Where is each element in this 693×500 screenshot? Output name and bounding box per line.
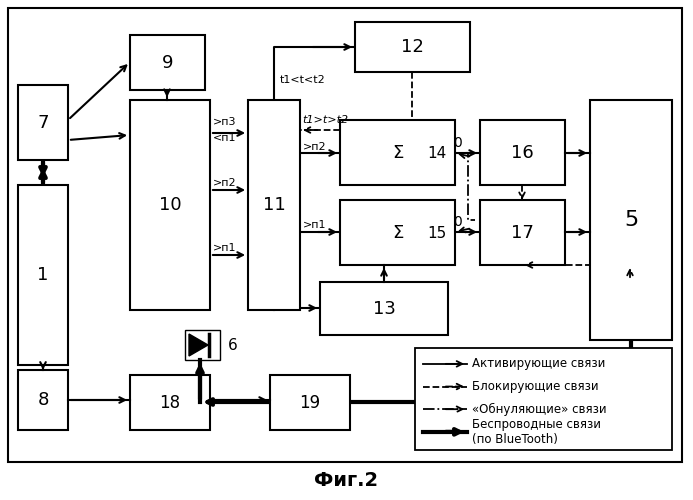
Text: 6: 6	[228, 338, 238, 352]
Bar	[480, 200, 565, 265]
Text: 18: 18	[159, 394, 181, 411]
Text: Σ: Σ	[392, 144, 403, 162]
Text: 16: 16	[511, 144, 534, 162]
Text: 13: 13	[373, 300, 396, 318]
Text: 0: 0	[454, 136, 462, 150]
Bar	[415, 348, 672, 450]
Text: >п3: >п3	[213, 117, 236, 127]
Bar	[590, 100, 672, 340]
Text: >п2: >п2	[213, 178, 236, 188]
Bar	[340, 200, 455, 265]
Text: «Обнуляющие» связи: «Обнуляющие» связи	[472, 402, 606, 415]
Text: 7: 7	[37, 114, 49, 132]
Bar	[130, 100, 210, 310]
Bar	[18, 370, 68, 430]
Bar	[355, 22, 470, 72]
Bar	[248, 100, 300, 310]
Text: >п1: >п1	[303, 220, 326, 230]
Text: >п1: >п1	[213, 243, 236, 253]
Text: Активирующие связи: Активирующие связи	[472, 358, 606, 370]
Text: 14: 14	[428, 146, 446, 160]
Text: t1>t>t2: t1>t>t2	[302, 115, 348, 125]
Text: t1<t<t2: t1<t<t2	[280, 75, 326, 85]
Text: >п2: >п2	[303, 142, 326, 152]
Text: Беспроводные связи
(по BlueTooth): Беспроводные связи (по BlueTooth)	[472, 418, 601, 446]
Bar	[18, 85, 68, 160]
Text: Фиг.2: Фиг.2	[314, 470, 378, 490]
Text: 5: 5	[624, 210, 638, 230]
Text: 10: 10	[159, 196, 182, 214]
Text: Блокирующие связи: Блокирующие связи	[472, 380, 599, 393]
Bar	[270, 375, 350, 430]
Polygon shape	[189, 334, 208, 356]
Text: 12: 12	[401, 38, 424, 56]
Text: 17: 17	[511, 224, 534, 242]
Text: 1: 1	[37, 266, 49, 284]
Text: <п1: <п1	[213, 133, 236, 143]
Text: 9: 9	[161, 54, 173, 72]
Text: Σ: Σ	[392, 224, 403, 242]
Text: 19: 19	[299, 394, 321, 411]
Text: 11: 11	[263, 196, 286, 214]
Bar	[320, 282, 448, 335]
Bar	[185, 330, 220, 360]
Bar	[130, 35, 205, 90]
Bar	[130, 375, 210, 430]
Text: 0: 0	[454, 215, 462, 229]
Bar	[340, 120, 455, 185]
Text: 8: 8	[37, 391, 49, 409]
Text: 15: 15	[428, 226, 446, 240]
Bar	[18, 185, 68, 365]
Bar	[480, 120, 565, 185]
